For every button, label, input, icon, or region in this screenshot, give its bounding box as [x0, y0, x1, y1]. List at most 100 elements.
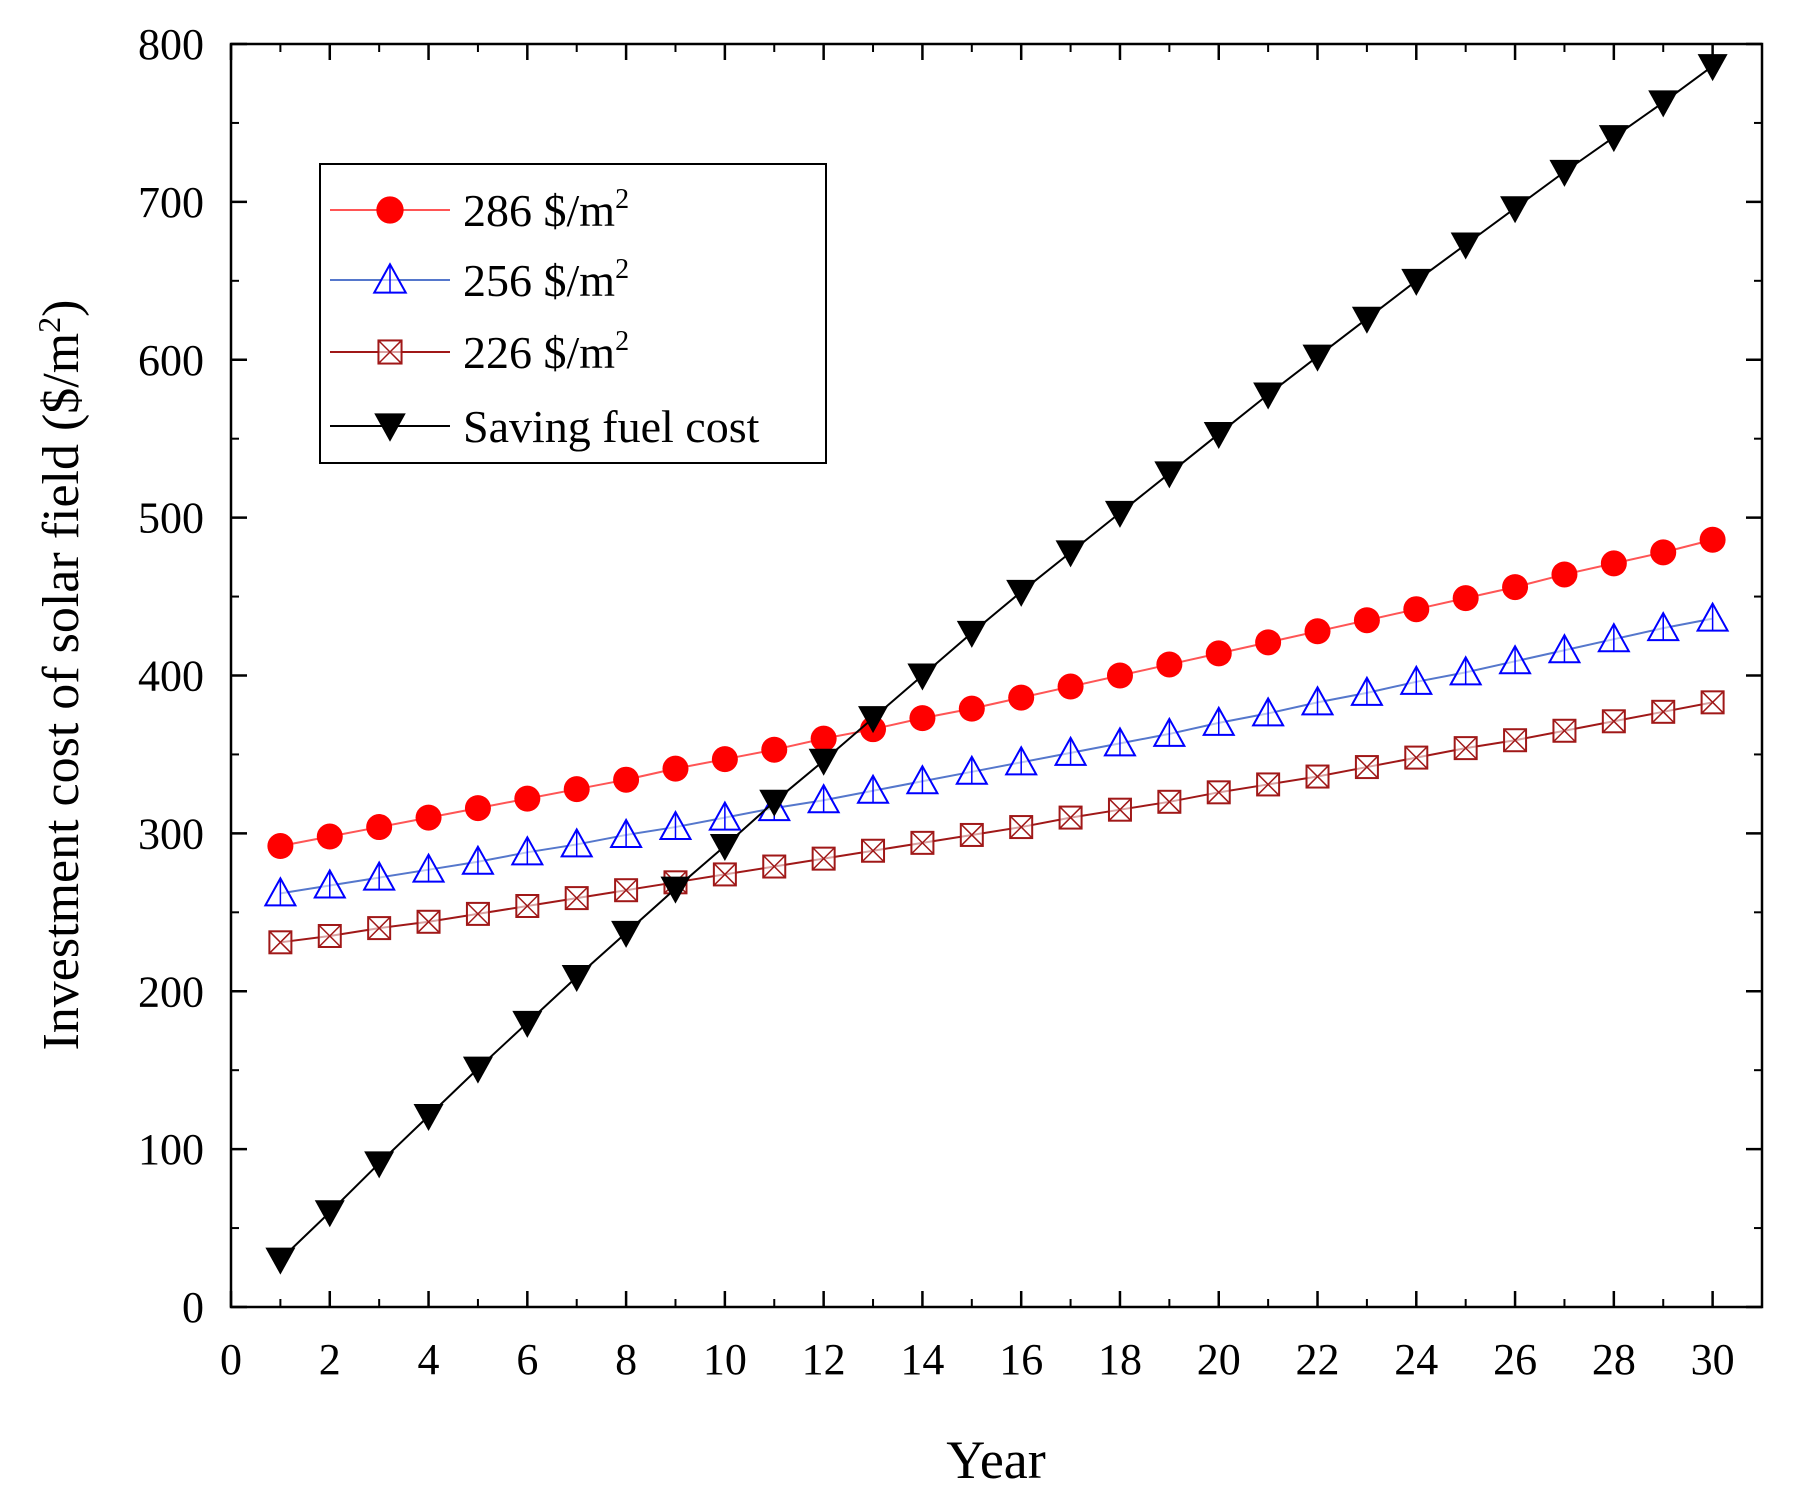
series-3-point-3 [364, 1151, 395, 1179]
series-3-point-13 [858, 706, 889, 734]
x-tick-label-0: 0 [220, 1335, 242, 1384]
series-3-point-14 [907, 663, 938, 691]
series-3-point-24-shape [1401, 268, 1432, 296]
series-1-point-29 [1646, 611, 1680, 642]
x-tick-label-14: 14 [900, 1335, 944, 1384]
series-1-point-16 [1004, 745, 1038, 776]
y-tick-label-100: 100 [138, 1125, 204, 1174]
series-2-point-29 [1651, 699, 1676, 724]
series-0-point-10 [711, 746, 738, 773]
series-0-point-10-shape [711, 746, 738, 773]
series-3-point-26-shape [1500, 196, 1531, 224]
series-2-point-10-cross-b [713, 862, 737, 886]
series-1-point-1 [263, 876, 298, 907]
series-0-point-16-shape [1008, 684, 1035, 711]
series-0-point-12 [810, 725, 837, 752]
series-1-point-20 [1202, 705, 1236, 736]
series-2-point-5-cross-b [466, 902, 490, 926]
series-3-point-29 [1648, 90, 1679, 118]
series-3-point-25 [1450, 232, 1481, 260]
series-0-point-9-shape [662, 755, 689, 782]
x-axis-title: Year [946, 1430, 1046, 1490]
y-tick-label-800: 800 [138, 20, 204, 69]
series-0-point-21 [1255, 629, 1282, 656]
series-0-point-25-shape [1452, 585, 1479, 612]
series-3-point-25-shape [1450, 232, 1481, 260]
series-2-point-4 [416, 909, 441, 934]
series-0-point-23-shape [1353, 607, 1380, 634]
series-2-point-23-cross-b [1355, 755, 1379, 779]
series-3-point-13-shape [858, 706, 889, 734]
series-2-point-16-cross-b [1009, 815, 1033, 839]
y-axis-title: Investment cost of solar field ($/m2) [31, 299, 90, 1050]
series-2-point-12-cross-b [812, 847, 836, 871]
series-2-point-20-cross-b [1207, 780, 1231, 804]
series-0-point-17-shape [1057, 673, 1084, 700]
series-0-point-8 [613, 766, 640, 793]
series-2-point-22 [1305, 764, 1330, 789]
series-3-point-27-shape [1549, 159, 1580, 187]
series-2-point-28-cross-b [1602, 709, 1626, 733]
x-tick-label-26: 26 [1493, 1335, 1537, 1384]
series-0-point-19 [1156, 651, 1183, 678]
series-3-point-1 [265, 1247, 296, 1275]
series-3-point-4-shape [413, 1103, 444, 1131]
series-1-point-26 [1498, 644, 1532, 675]
series-0-point-28-shape [1600, 550, 1627, 577]
series-3-point-10-shape [709, 834, 740, 862]
series-1-point-8 [609, 817, 643, 848]
series-1 [263, 601, 1730, 907]
series-1-point-23 [1350, 675, 1384, 706]
legend-entry-1: 256 $/m2 [330, 254, 629, 306]
series-layer [263, 54, 1730, 1275]
series-0-point-24 [1403, 596, 1430, 623]
y-tick-label-500: 500 [138, 494, 204, 543]
series-0-point-5 [464, 795, 491, 822]
series-3-point-21 [1253, 382, 1284, 410]
legend-entry-1-label-superscript: 2 [615, 254, 629, 285]
series-3-point-23-shape [1351, 306, 1382, 334]
series-2-point-3 [367, 916, 392, 941]
series-3-point-8-shape [611, 920, 642, 948]
x-tick-label-2: 2 [319, 1335, 341, 1384]
x-tick-label-8: 8 [615, 1335, 637, 1384]
legend-entry-2: 226 $/m2 [330, 326, 629, 378]
series-0-point-17 [1057, 673, 1084, 700]
series-2-point-11-cross-b [762, 854, 786, 879]
series-2-point-6 [515, 893, 540, 918]
series-3-point-12 [808, 748, 839, 776]
series-0-point-22 [1304, 618, 1331, 645]
series-3-point-16-shape [1006, 579, 1037, 607]
series-0-point-29 [1650, 539, 1677, 566]
series-0-point-4-shape [415, 804, 442, 831]
series-1-point-21 [1251, 696, 1285, 727]
series-2-point-7 [564, 886, 589, 911]
series-1-point-15 [955, 754, 989, 785]
series-2-point-17-cross-b [1059, 806, 1083, 830]
legend-entry-3-marker-shape [374, 413, 406, 442]
series-2-point-28 [1601, 709, 1626, 734]
series-3-point-7 [561, 965, 592, 993]
series-0-point-29-shape [1650, 539, 1677, 566]
series-0-point-7 [563, 776, 590, 803]
x-tick-label-30: 30 [1691, 1335, 1735, 1384]
y-tick-label-300: 300 [138, 809, 204, 858]
series-2-point-25 [1453, 736, 1478, 761]
series-3-point-17-shape [1055, 540, 1086, 568]
series-1-point-17 [1053, 735, 1088, 766]
x-tick-label-20: 20 [1197, 1335, 1241, 1384]
series-3-point-27 [1549, 159, 1580, 187]
series-0-point-5-shape [464, 795, 491, 822]
series-0-point-2-shape [316, 823, 343, 850]
series-2-point-20 [1206, 780, 1231, 805]
series-0-point-14-shape [909, 705, 936, 732]
series-0-point-6 [514, 785, 541, 812]
series-3-point-2-shape [314, 1200, 345, 1228]
series-1-point-25 [1448, 655, 1483, 686]
series-2-point-19 [1157, 789, 1182, 814]
series-2-point-23 [1354, 755, 1379, 780]
series-0-point-11-shape [761, 736, 788, 763]
